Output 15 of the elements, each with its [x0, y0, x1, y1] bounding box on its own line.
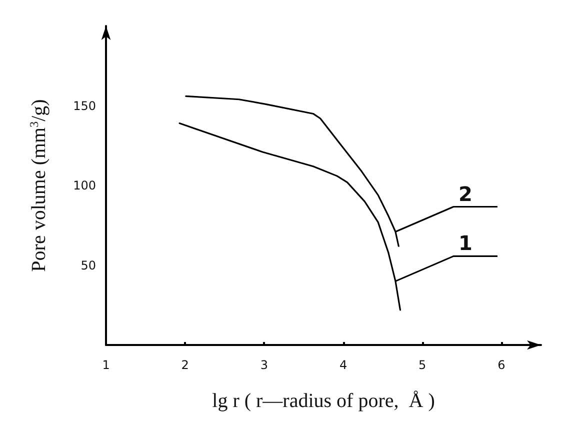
x-tick-label: 4 [339, 358, 348, 372]
y-axis-title: Pore volume (mm3/g) [27, 99, 50, 272]
x-tick-label: 1 [102, 358, 110, 372]
text: 1 [458, 231, 472, 256]
text: 2 [458, 182, 472, 206]
line-series [178, 122, 402, 311]
x-tick-label: 5 [418, 358, 426, 372]
y-tick-label: 100 [73, 178, 96, 192]
line-series [185, 95, 400, 247]
x-tick-label: 6 [498, 358, 506, 372]
x-tick-label: 2 [181, 358, 189, 372]
y-tick-label: 150 [73, 98, 96, 113]
x-tick-label: 3 [260, 358, 268, 372]
x-axis-title: lg r ( r—radius of pore, Å ) [212, 390, 435, 412]
y-tick-label: 50 [80, 258, 96, 272]
